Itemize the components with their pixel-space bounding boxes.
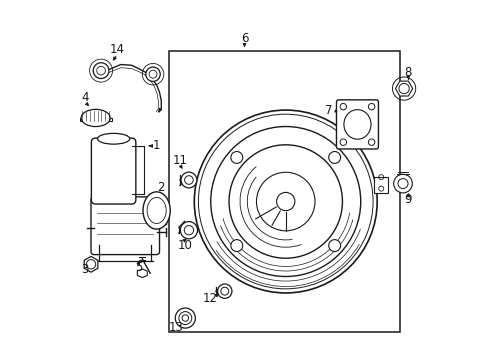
- Ellipse shape: [81, 109, 110, 127]
- Circle shape: [93, 63, 109, 78]
- Text: 12: 12: [203, 292, 218, 305]
- Polygon shape: [395, 81, 412, 96]
- Bar: [80, 118, 112, 121]
- Text: 11: 11: [172, 154, 187, 167]
- Bar: [169, 51, 400, 332]
- Circle shape: [180, 222, 197, 239]
- Text: 1: 1: [153, 139, 160, 152]
- Circle shape: [328, 152, 340, 163]
- Ellipse shape: [97, 134, 129, 144]
- Circle shape: [230, 152, 242, 163]
- Text: 6: 6: [240, 32, 248, 45]
- Ellipse shape: [142, 192, 170, 229]
- Text: 13: 13: [168, 320, 183, 333]
- Text: 2: 2: [157, 181, 165, 194]
- Text: 14: 14: [109, 42, 124, 55]
- Text: 4: 4: [81, 91, 88, 104]
- Circle shape: [328, 240, 340, 252]
- Text: 9: 9: [404, 193, 411, 206]
- Text: 5: 5: [135, 261, 142, 274]
- FancyBboxPatch shape: [91, 197, 159, 255]
- Polygon shape: [84, 256, 98, 272]
- Text: 10: 10: [177, 239, 192, 252]
- Circle shape: [181, 172, 196, 188]
- Polygon shape: [137, 269, 147, 278]
- Circle shape: [393, 174, 411, 193]
- Circle shape: [230, 240, 242, 252]
- Circle shape: [175, 308, 195, 328]
- Text: 3: 3: [81, 263, 88, 276]
- Circle shape: [145, 67, 160, 81]
- FancyBboxPatch shape: [91, 138, 136, 204]
- FancyBboxPatch shape: [336, 100, 378, 149]
- Text: 7: 7: [325, 104, 332, 117]
- Bar: [374, 177, 387, 193]
- Circle shape: [217, 284, 231, 298]
- Text: 8: 8: [404, 66, 411, 79]
